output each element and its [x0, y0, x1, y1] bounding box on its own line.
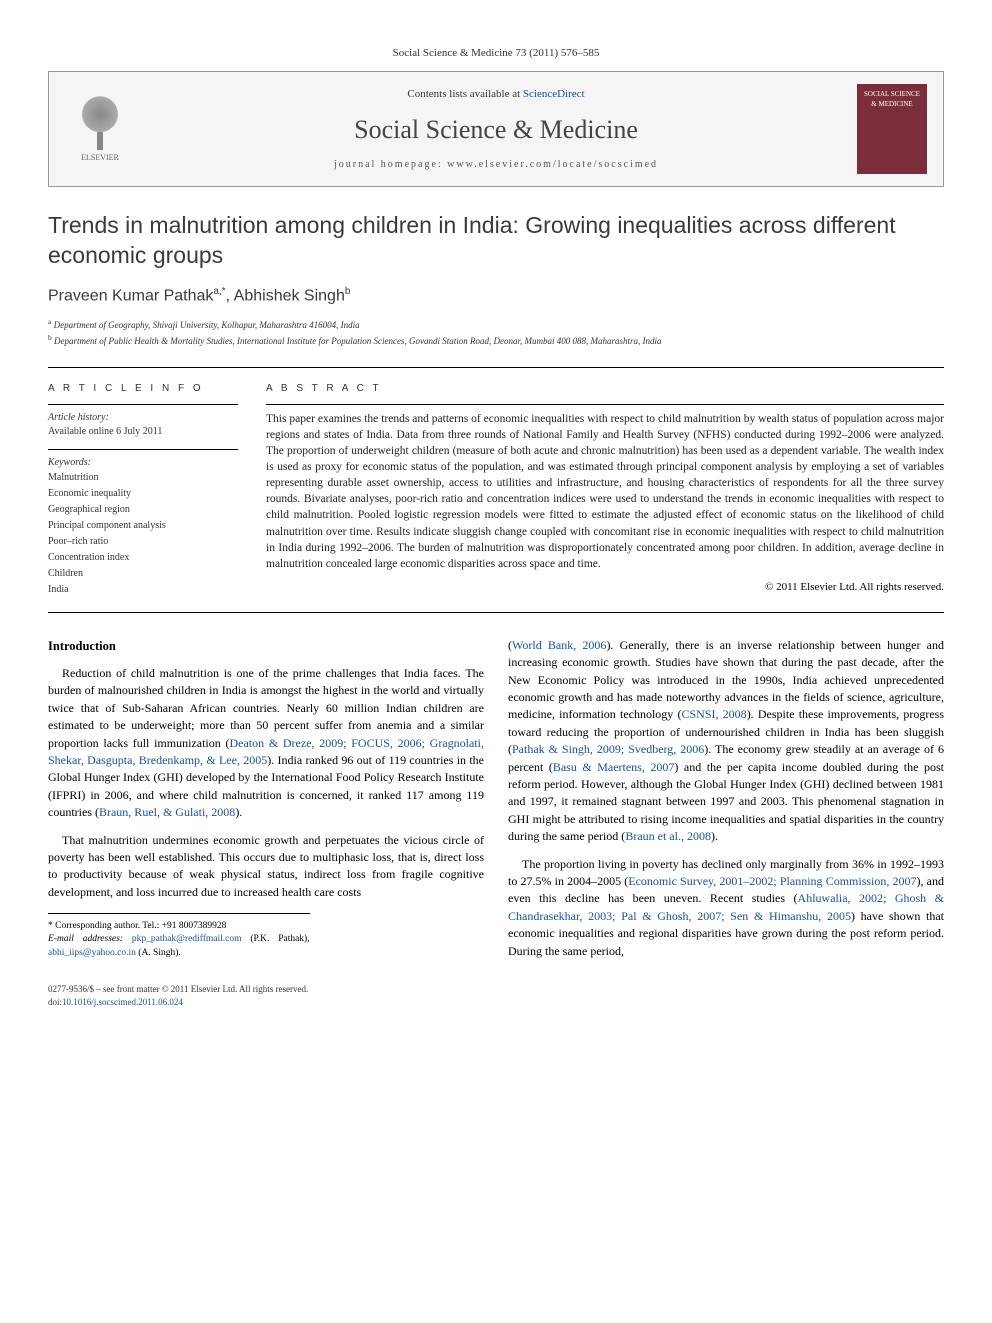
citation-link[interactable]: Braun et al., 2008 — [625, 829, 711, 843]
citation-link[interactable]: Basu & Maertens, 2007 — [553, 760, 675, 774]
keyword: Poor–rich ratio — [48, 534, 238, 550]
article-info-column: A R T I C L E I N F O Article history: A… — [48, 382, 238, 598]
affiliation-b: b Department of Public Health & Mortalit… — [48, 332, 944, 349]
keywords-list: Malnutrition Economic inequality Geograp… — [48, 470, 238, 598]
journal-title: Social Science & Medicine — [135, 112, 857, 148]
article-info-heading: A R T I C L E I N F O — [48, 382, 238, 396]
affiliations: a Department of Geography, Shivaji Unive… — [48, 316, 944, 349]
author-2: , Abhishek Singh — [226, 288, 345, 305]
keyword: Concentration index — [48, 550, 238, 566]
body-paragraph: Reduction of child malnutrition is one o… — [48, 665, 484, 822]
corr-label: * Corresponding author. Tel.: +91 800738… — [48, 920, 310, 933]
doi-link[interactable]: 10.1016/j.socscimed.2011.06.024 — [62, 997, 183, 1007]
email-who: (P.K. Pathak), — [241, 934, 309, 944]
journal-cover-thumbnail: SOCIAL SCIENCE & MEDICINE — [857, 84, 927, 174]
elsevier-tree-icon — [75, 95, 125, 150]
contents-line: Contents lists available at ScienceDirec… — [135, 87, 857, 102]
keyword: Children — [48, 566, 238, 582]
abstract-column: A B S T R A C T This paper examines the … — [266, 382, 944, 598]
issn-line: 0277-9536/$ – see front matter © 2011 El… — [48, 983, 944, 996]
affiliation-a: a Department of Geography, Shivaji Unive… — [48, 316, 944, 333]
cover-text: SOCIAL SCIENCE & MEDICINE — [861, 90, 923, 110]
journal-header: ELSEVIER Contents lists available at Sci… — [48, 71, 944, 187]
body-paragraph: (World Bank, 2006). Generally, there is … — [508, 637, 944, 846]
publisher-logo: ELSEVIER — [65, 89, 135, 169]
keywords-label: Keywords: — [48, 456, 238, 470]
keyword: Malnutrition — [48, 470, 238, 486]
author-2-sup: b — [345, 286, 351, 297]
body-paragraph: The proportion living in poverty has dec… — [508, 856, 944, 960]
body-text: Introduction Reduction of child malnutri… — [48, 637, 944, 965]
abstract-heading: A B S T R A C T — [266, 382, 944, 396]
citation-link[interactable]: Pathak & Singh, 2009; Svedberg, 2006 — [512, 742, 704, 756]
homepage-line: journal homepage: www.elsevier.com/locat… — [135, 158, 857, 172]
abstract-text: This paper examines the trends and patte… — [266, 411, 944, 572]
homepage-prefix: journal homepage: — [334, 159, 447, 170]
doi-label: doi: — [48, 997, 62, 1007]
sciencedirect-link[interactable]: ScienceDirect — [523, 88, 585, 100]
keyword: Principal component analysis — [48, 518, 238, 534]
divider — [48, 612, 944, 613]
citation-link[interactable]: World Bank, 2006 — [512, 638, 606, 652]
homepage-url[interactable]: www.elsevier.com/locate/socscimed — [447, 159, 658, 170]
author-1-sup: a,* — [213, 286, 225, 297]
email-label: E-mail addresses: — [48, 934, 123, 944]
keyword: India — [48, 582, 238, 598]
body-paragraph: That malnutrition undermines economic gr… — [48, 832, 484, 902]
history-text: Available online 6 July 2011 — [48, 425, 238, 439]
citation-link[interactable]: CSNSI, 2008 — [681, 707, 746, 721]
corresponding-author-footnote: * Corresponding author. Tel.: +91 800738… — [48, 913, 310, 960]
citation-bar: Social Science & Medicine 73 (2011) 576–… — [48, 40, 944, 71]
history-label: Article history: — [48, 411, 238, 425]
contents-prefix: Contents lists available at — [407, 88, 522, 100]
title-block: Trends in malnutrition among children in… — [48, 211, 944, 349]
citation-link[interactable]: Economic Survey, 2001–2002; Planning Com… — [628, 874, 916, 888]
page-root: Social Science & Medicine 73 (2011) 576–… — [0, 0, 992, 1048]
publisher-name: ELSEVIER — [81, 152, 119, 163]
keyword: Economic inequality — [48, 486, 238, 502]
email-link[interactable]: pkp_pathak@rediffmail.com — [132, 934, 242, 944]
email-who: (A. Singh). — [136, 948, 181, 958]
author-1: Praveen Kumar Pathak — [48, 288, 213, 305]
article-title: Trends in malnutrition among children in… — [48, 211, 944, 271]
abstract-copyright: © 2011 Elsevier Ltd. All rights reserved… — [266, 580, 944, 595]
email-link[interactable]: abhi_iips@yahoo.co.in — [48, 948, 136, 958]
keyword: Geographical region — [48, 502, 238, 518]
author-list: Praveen Kumar Pathaka,*, Abhishek Singhb — [48, 285, 944, 308]
footer-meta: 0277-9536/$ – see front matter © 2011 El… — [48, 983, 944, 1008]
citation-link[interactable]: Braun, Ruel, & Gulati, 2008 — [99, 805, 235, 819]
info-abstract-row: A R T I C L E I N F O Article history: A… — [48, 368, 944, 612]
introduction-heading: Introduction — [48, 637, 484, 655]
